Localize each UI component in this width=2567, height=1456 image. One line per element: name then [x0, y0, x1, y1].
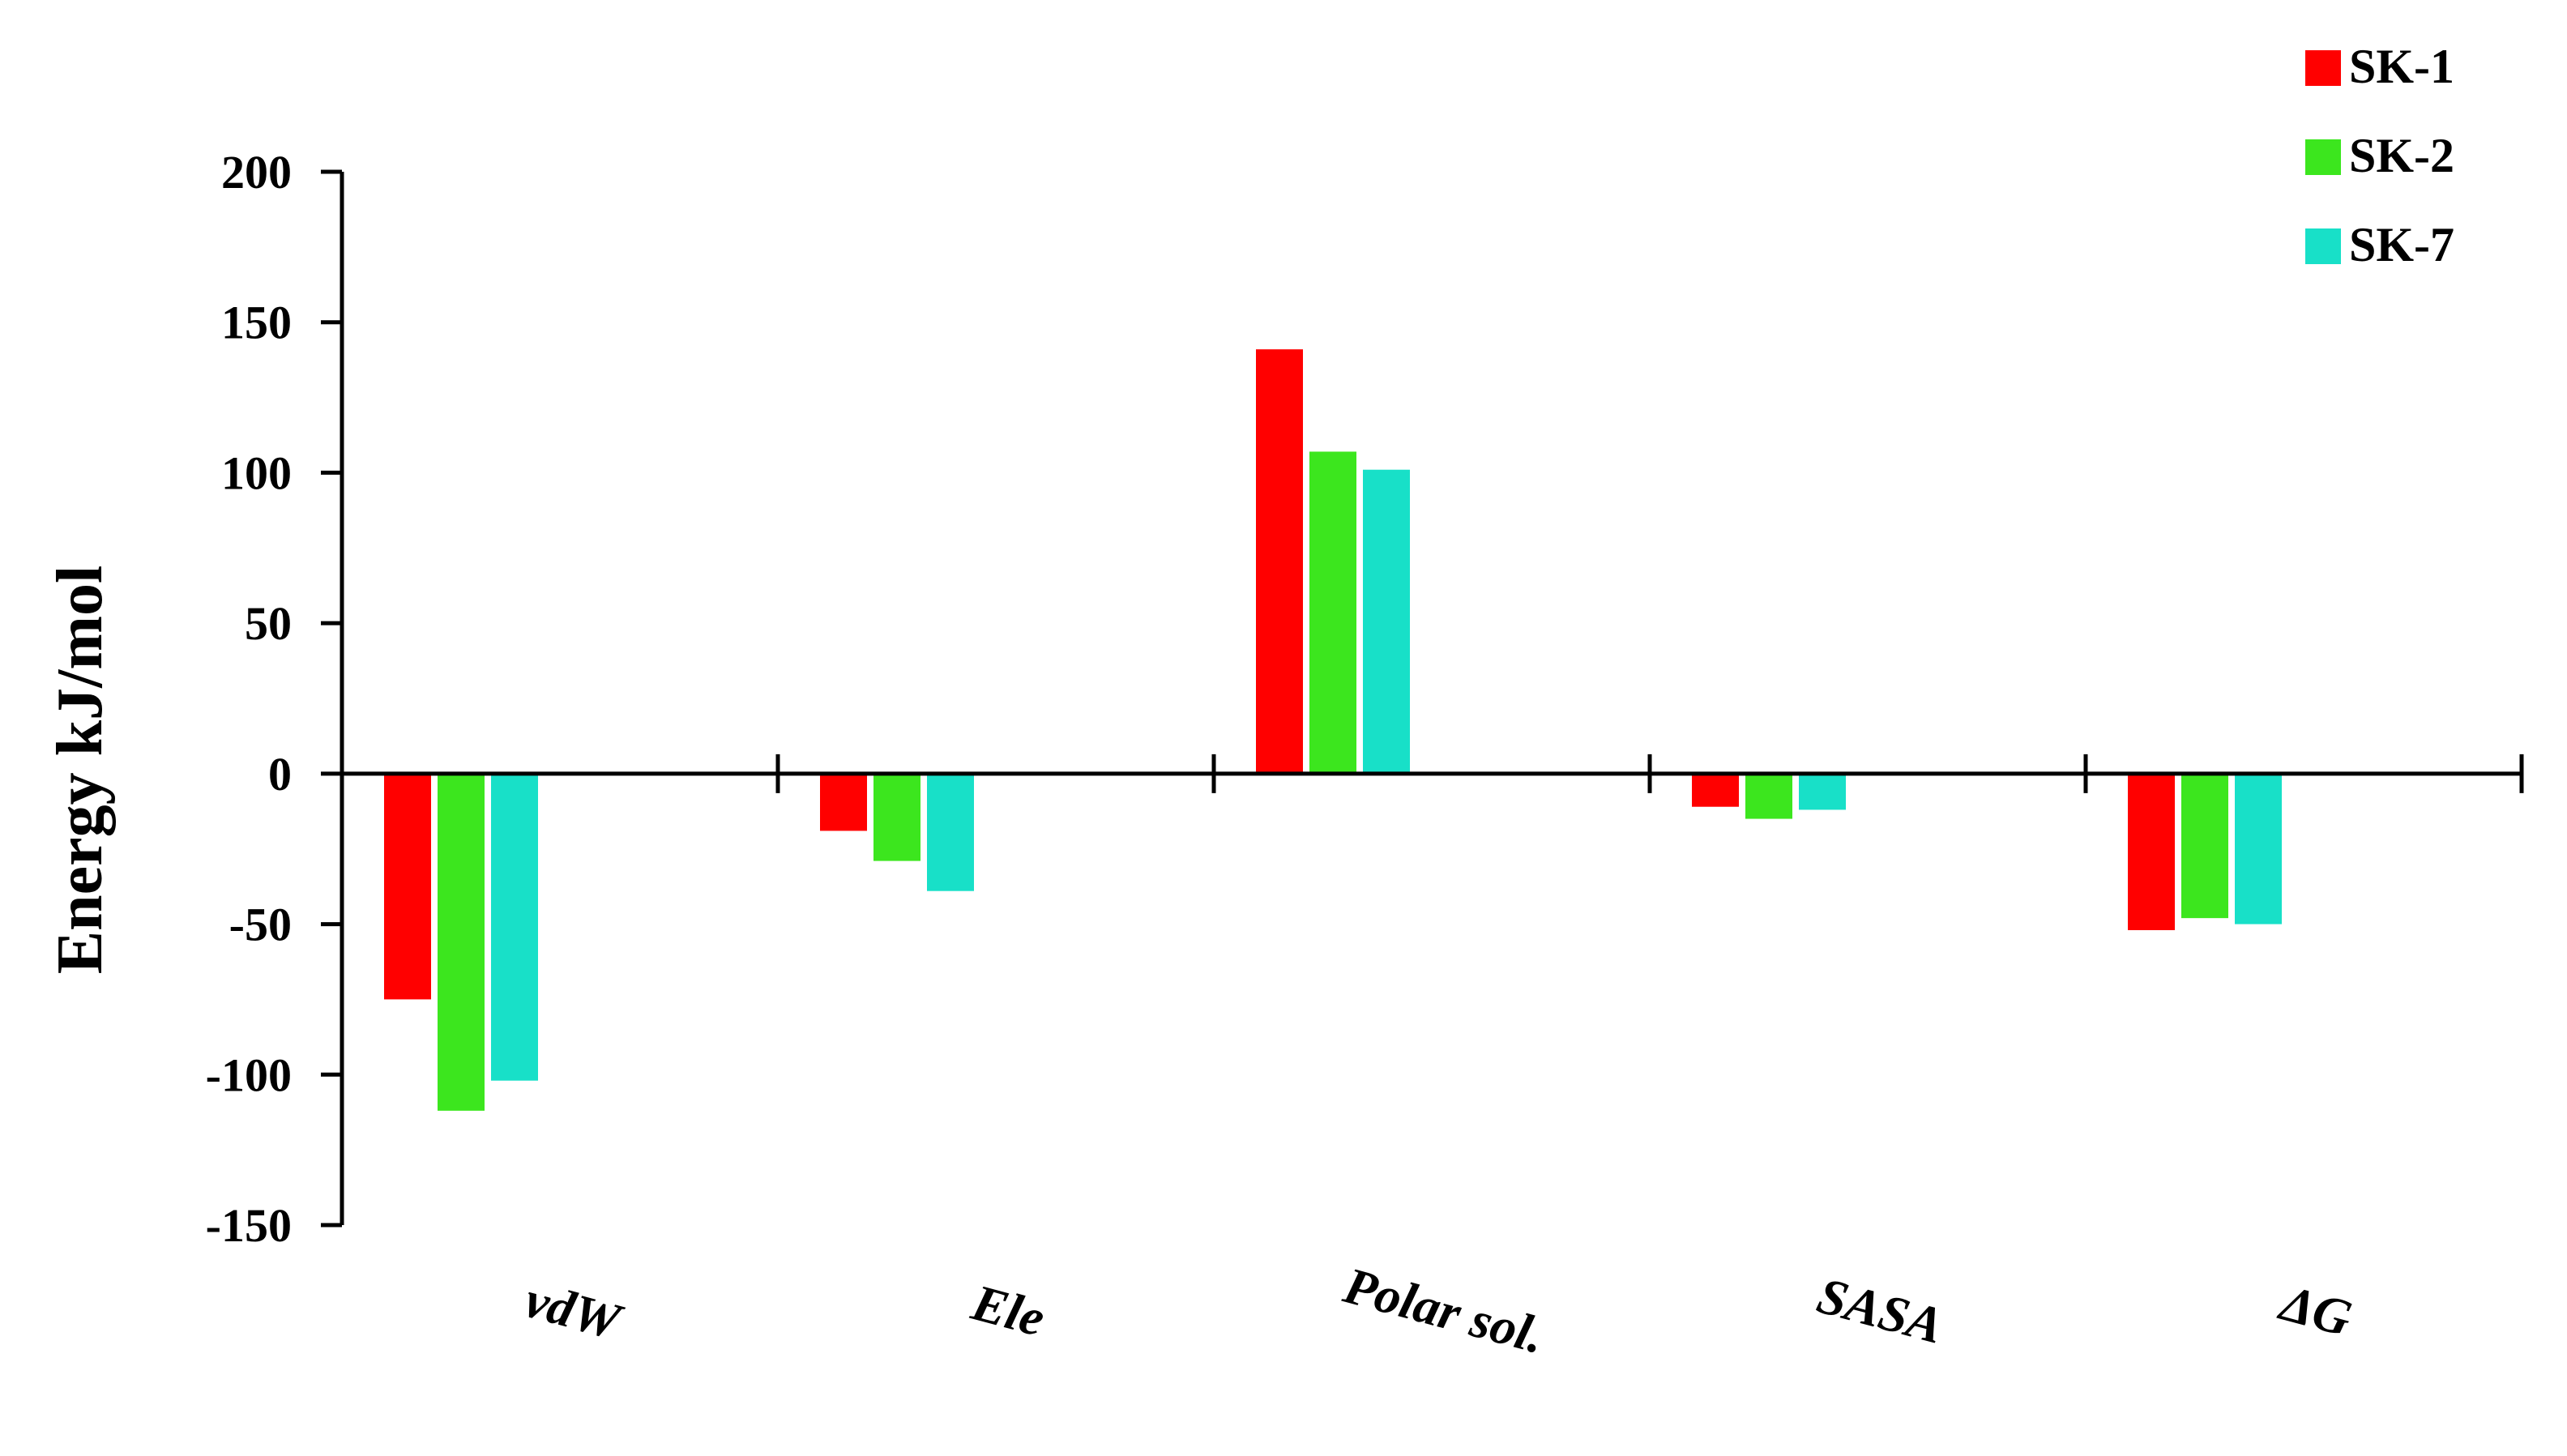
- bar-sk-1-0: [384, 773, 431, 1000]
- bar-sk-7-1: [927, 773, 974, 891]
- bar-sk-2-4: [2181, 773, 2228, 919]
- bar-sk-7-0: [491, 773, 538, 1081]
- legend-label-sk-2: SK-2: [2349, 129, 2454, 182]
- bar-sk-2-2: [1309, 451, 1356, 774]
- bar-sk-1-3: [1692, 773, 1739, 807]
- x-category-label: ΔG: [2273, 1273, 2358, 1347]
- legend: SK-1 SK-2 SK-7: [2305, 40, 2454, 271]
- x-category-label: SASA: [1812, 1266, 1950, 1355]
- y-ticks-layer: 200 150 100 50 0 -50 -100 -150: [206, 146, 342, 1252]
- y-tick-label: -100: [206, 1048, 292, 1101]
- y-tick-label: 150: [221, 297, 292, 349]
- bar-sk-2-1: [873, 773, 920, 861]
- y-tick-label: 0: [268, 748, 292, 801]
- bar-sk-1-1: [820, 773, 867, 831]
- x-labels-layer: vdW Ele Polar sol. SASA ΔG: [519, 1256, 2358, 1364]
- y-tick-label: 50: [245, 597, 292, 650]
- y-tick-label: 200: [221, 146, 292, 199]
- bar-sk-2-3: [1745, 773, 1792, 819]
- bars-layer: [384, 349, 2282, 1111]
- y-tick-label: 100: [221, 446, 292, 499]
- legend-label-sk-7: SK-7: [2349, 218, 2454, 271]
- x-category-label: vdW: [519, 1270, 630, 1351]
- bar-sk-7-2: [1363, 469, 1410, 774]
- y-axis-title-group: Energy kJ/mol: [45, 566, 116, 974]
- y-axis-title: Energy kJ/mol: [45, 566, 116, 974]
- bar-sk-7-3: [1799, 773, 1846, 810]
- x-category-label: Polar sol.: [1337, 1256, 1550, 1364]
- x-category-label: Ele: [965, 1273, 1050, 1347]
- axes-layer: [340, 172, 2524, 1225]
- bar-sk-7-4: [2235, 773, 2282, 924]
- legend-swatch-sk-7: [2305, 228, 2341, 264]
- legend-swatch-sk-1: [2305, 50, 2341, 86]
- bar-sk-1-4: [2128, 773, 2175, 930]
- legend-swatch-sk-2: [2305, 139, 2341, 175]
- y-tick-label: -50: [229, 899, 292, 951]
- y-tick-label: -150: [206, 1199, 292, 1252]
- bar-sk-2-0: [438, 773, 485, 1111]
- bar-sk-1-2: [1256, 349, 1303, 774]
- legend-label-sk-1: SK-1: [2349, 40, 2454, 93]
